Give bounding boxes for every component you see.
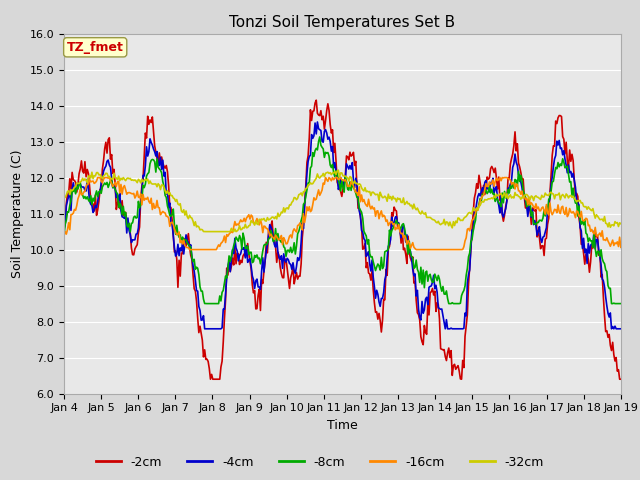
Text: TZ_fmet: TZ_fmet xyxy=(67,41,124,54)
Y-axis label: Soil Temperature (C): Soil Temperature (C) xyxy=(11,149,24,278)
Legend: -2cm, -4cm, -8cm, -16cm, -32cm: -2cm, -4cm, -8cm, -16cm, -32cm xyxy=(91,451,549,474)
X-axis label: Time: Time xyxy=(327,419,358,432)
Title: Tonzi Soil Temperatures Set B: Tonzi Soil Temperatures Set B xyxy=(229,15,456,30)
